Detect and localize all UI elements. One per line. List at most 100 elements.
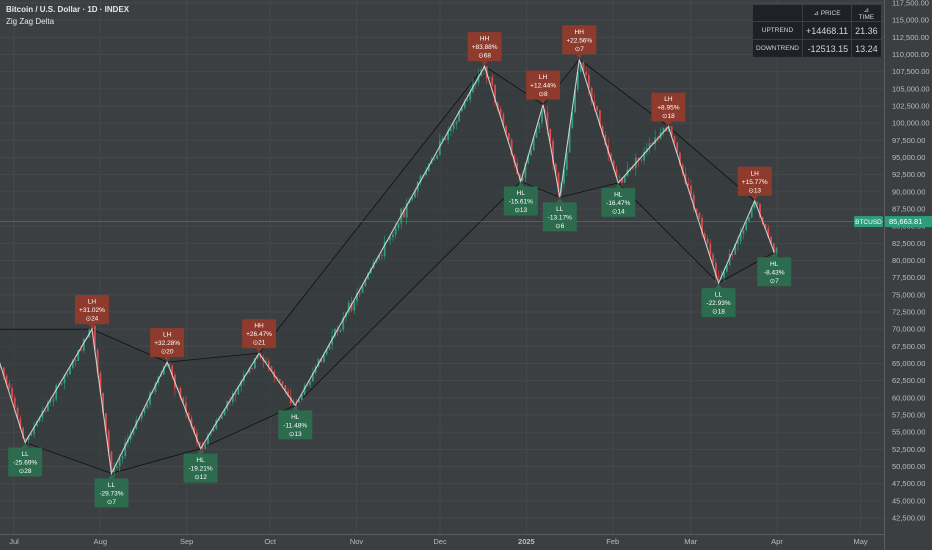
- candle-body: [427, 163, 430, 172]
- pivot-label-box: [467, 32, 502, 62]
- pivot-label-hl: HL -16.47%⊙14: [601, 183, 636, 217]
- candle-body: [55, 385, 58, 400]
- candle-body: [546, 112, 549, 129]
- candle-body: [438, 140, 441, 156]
- y-tick-label: 50,000.00: [892, 462, 925, 471]
- candle-body: [692, 194, 695, 209]
- candle-body: [505, 126, 507, 134]
- candle-body: [698, 212, 701, 219]
- pivot-label-lh: LH+31.02% ⊙24: [74, 295, 109, 329]
- pivot-label-hl: HL -15.61%⊙13: [503, 182, 538, 216]
- pivot-label-hh: HH+22.56% ⊙7: [562, 25, 597, 59]
- candle: [309, 380, 312, 388]
- candle-body: [265, 361, 267, 362]
- candle-body: [571, 112, 574, 129]
- x-tick-label: Oct: [264, 537, 277, 546]
- candle: [681, 162, 684, 177]
- pivot-bars: ⊙21: [253, 340, 266, 347]
- candle: [753, 201, 756, 210]
- candle-body: [458, 111, 461, 122]
- candle-body: [113, 467, 116, 473]
- candle: [16, 405, 19, 420]
- candle-body: [397, 223, 400, 228]
- candle-body: [162, 366, 165, 375]
- pivot-change: -11.48%: [283, 422, 307, 429]
- stats-row-uptrend: UPTREND +14468.11 21.36: [752, 21, 882, 40]
- pivot-bars: ⊙24: [86, 316, 99, 323]
- y-tick-label: 92,500.00: [892, 170, 925, 179]
- candle: [637, 157, 640, 168]
- candle-body: [477, 75, 480, 83]
- symbol-tag-label: BTCUSD: [855, 219, 882, 226]
- candle-body: [590, 87, 593, 102]
- stats-row-label: DOWNTREND: [752, 39, 803, 58]
- candle-body: [593, 101, 596, 107]
- time-axis: Jul Aug Sep Oct Nov Dec 2025 Feb Mar Apr May: [9, 537, 868, 546]
- stats-corner: [752, 4, 803, 22]
- price-axis: 42,500.00 45,000.00 47,500.00 50,000.00 52,5…: [892, 0, 930, 523]
- candle: [701, 214, 703, 238]
- candle: [552, 137, 554, 171]
- pivot-type: HH: [575, 29, 585, 36]
- pivot-bars: ⊙68: [478, 53, 491, 60]
- pivot-label-box: [503, 186, 538, 216]
- candle-body: [110, 451, 113, 473]
- candle: [231, 390, 234, 406]
- candle-body: [695, 208, 698, 213]
- candle: [764, 223, 767, 229]
- candle-body: [74, 360, 77, 362]
- candle-body: [701, 218, 703, 234]
- candle: [47, 399, 49, 412]
- candle: [8, 380, 11, 390]
- candle: [267, 358, 270, 372]
- candle-body: [612, 160, 615, 169]
- candle-body: [496, 102, 499, 109]
- candle-body: [662, 127, 665, 133]
- candle-body: [107, 431, 110, 452]
- candle-body: [640, 159, 643, 161]
- candle-body: [411, 197, 414, 200]
- candle-body: [582, 62, 585, 72]
- pivot-label-ll: LL-22.93% ⊙18: [701, 284, 736, 318]
- pivot-type: HL: [517, 190, 526, 197]
- pivot-change: +22.56%: [566, 37, 592, 44]
- candle: [452, 121, 455, 133]
- candle-body: [63, 375, 66, 384]
- candle-body: [563, 170, 565, 184]
- x-tick-label: Apr: [771, 537, 783, 546]
- candle: [207, 432, 209, 447]
- candle-body: [676, 142, 679, 153]
- pivot-label-pointer: [539, 99, 547, 104]
- candle-body: [621, 177, 623, 183]
- candle-body: [737, 241, 739, 245]
- pivot-label-pointer: [481, 61, 489, 66]
- pivot-bars: ⊙7: [770, 278, 779, 285]
- candle-body: [461, 107, 463, 112]
- pivot-label-pointer: [21, 443, 29, 448]
- candle-body: [151, 391, 154, 393]
- pivot-label-box: [94, 478, 129, 508]
- pivot-type: HL: [614, 191, 623, 198]
- candle: [113, 461, 116, 477]
- candle: [185, 395, 187, 419]
- candle-body: [706, 238, 709, 244]
- candle-body: [132, 428, 135, 435]
- support-line: [0, 181, 775, 474]
- pivot-label-hl: HL -19.21%⊙12: [183, 449, 218, 483]
- y-tick-label: 70,000.00: [892, 325, 925, 334]
- candle-body: [281, 381, 284, 385]
- candle-body: [709, 243, 712, 255]
- candle-body: [356, 292, 358, 302]
- pivot-label-box: [601, 187, 636, 217]
- y-tick-label: 65,000.00: [892, 359, 925, 368]
- candle-body: [179, 388, 182, 398]
- candle: [648, 137, 651, 154]
- pivot-type: LH: [751, 170, 760, 177]
- candle-body: [717, 276, 720, 278]
- pivot-bars: ⊙7: [107, 499, 116, 506]
- candle-body: [52, 399, 55, 401]
- candle-body: [331, 336, 334, 345]
- y-tick-label: 95,000.00: [892, 153, 925, 162]
- pivot-change: -19.21%: [188, 466, 212, 473]
